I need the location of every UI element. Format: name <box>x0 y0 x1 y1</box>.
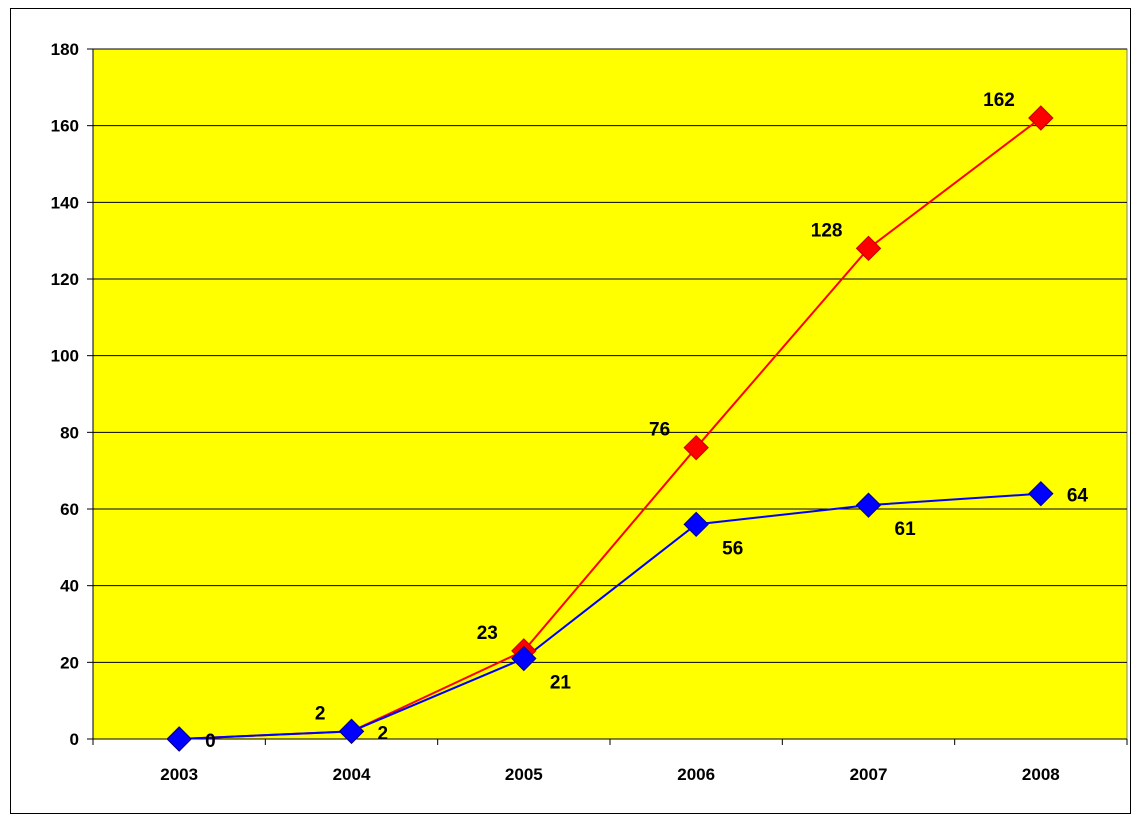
x-tick-label: 2007 <box>850 765 888 784</box>
data-label: 2 <box>315 703 326 724</box>
data-point-marker <box>1028 105 1054 131</box>
data-point-marker <box>683 434 709 461</box>
data-label: 56 <box>722 538 743 559</box>
x-tick-label: 2005 <box>505 765 543 784</box>
data-point-marker <box>855 235 882 262</box>
data-label: 0 <box>205 731 216 752</box>
data-label: 23 <box>477 623 498 644</box>
y-tick-label: 180 <box>51 40 79 59</box>
plot-area <box>92 48 1128 740</box>
data-label: 2 <box>378 723 389 744</box>
y-tick-label: 160 <box>51 117 79 136</box>
x-tick-label: 2004 <box>333 765 371 784</box>
data-point-marker <box>338 718 365 745</box>
data-point-marker <box>683 511 709 538</box>
data-label: 21 <box>550 673 572 694</box>
y-tick-label: 120 <box>51 270 79 289</box>
y-tick-label: 80 <box>60 423 79 442</box>
data-label: 128 <box>811 220 843 241</box>
x-tick-label: 2006 <box>677 765 715 784</box>
data-point-marker <box>855 492 882 518</box>
data-point-marker <box>166 726 192 752</box>
data-label: 76 <box>649 420 670 441</box>
data-label: 61 <box>895 519 917 540</box>
x-tick-label: 2003 <box>160 765 198 784</box>
y-tick-label: 140 <box>51 193 79 212</box>
y-tick-label: 100 <box>51 347 79 366</box>
y-tick-label: 60 <box>60 500 79 519</box>
data-point-marker <box>511 645 537 672</box>
data-label: 64 <box>1067 486 1089 507</box>
data-label: 162 <box>983 90 1015 111</box>
x-tick-label: 2008 <box>1022 765 1060 784</box>
y-tick-label: 0 <box>70 730 79 749</box>
data-point-marker <box>1028 480 1054 507</box>
y-tick-label: 20 <box>60 653 79 672</box>
y-tick-label: 40 <box>60 577 79 596</box>
series-line-1 <box>179 492 1041 740</box>
